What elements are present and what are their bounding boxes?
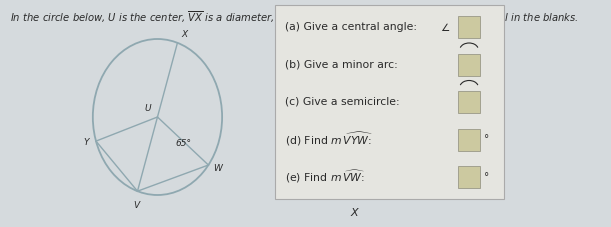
Text: °: °	[484, 172, 489, 182]
Text: (c) Give a semicircle:: (c) Give a semicircle:	[285, 97, 400, 107]
Text: (a) Give a central angle:: (a) Give a central angle:	[285, 22, 417, 32]
Text: (e) Find $m\,\widehat{VW}$:: (e) Find $m\,\widehat{VW}$:	[285, 169, 365, 185]
Text: $\angle$: $\angle$	[440, 21, 450, 33]
Text: $X$: $X$	[350, 206, 360, 218]
Text: °: °	[484, 135, 489, 145]
Text: $X$: $X$	[181, 28, 189, 39]
Text: In the circle below, $U$ is the center, $\overline{VX}$ is a diameter, and $m\an: In the circle below, $U$ is the center, …	[10, 10, 579, 25]
FancyBboxPatch shape	[458, 128, 480, 151]
FancyBboxPatch shape	[458, 166, 480, 188]
FancyBboxPatch shape	[458, 16, 480, 38]
Text: (b) Give a minor arc:: (b) Give a minor arc:	[285, 59, 398, 69]
Text: $W$: $W$	[213, 162, 224, 173]
Text: $V$: $V$	[133, 199, 142, 210]
Text: $Y$: $Y$	[83, 136, 91, 147]
Text: $U$: $U$	[144, 102, 153, 113]
FancyBboxPatch shape	[275, 5, 504, 199]
FancyBboxPatch shape	[458, 54, 480, 76]
FancyBboxPatch shape	[458, 91, 480, 113]
Text: (d) Find $m\,\widehat{VYW}$:: (d) Find $m\,\widehat{VYW}$:	[285, 131, 373, 148]
Text: 65°: 65°	[176, 139, 192, 148]
